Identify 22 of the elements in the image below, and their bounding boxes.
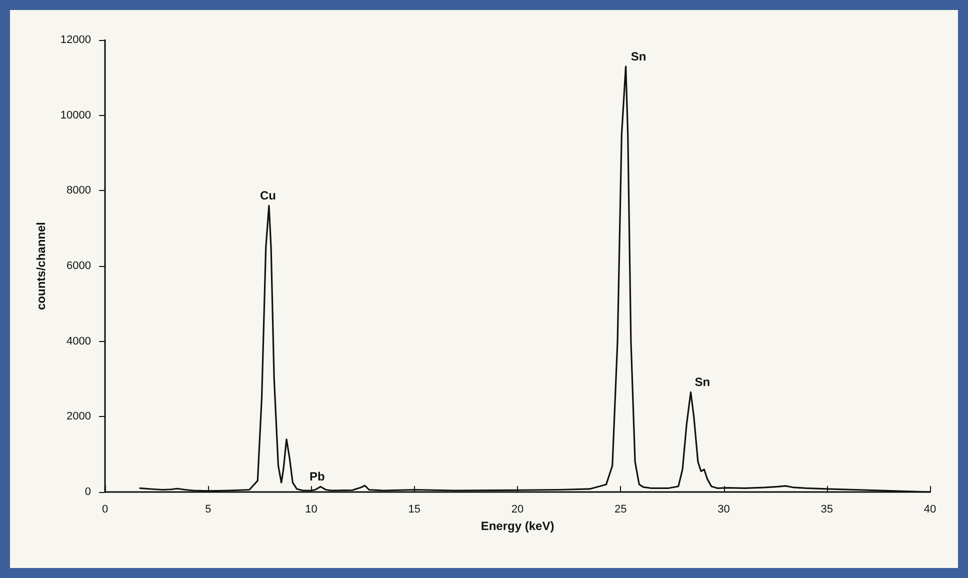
x-tick-label: 10 xyxy=(305,504,318,516)
x-tick-label: 0 xyxy=(102,504,108,516)
y-tick-label: 4000 xyxy=(66,335,91,348)
x-tick-label: 40 xyxy=(924,504,936,516)
annotation: Sn xyxy=(630,49,646,64)
x-tick-label: 5 xyxy=(205,504,212,516)
x-tick-label: 15 xyxy=(408,504,420,516)
x-tick-label: 25 xyxy=(614,504,627,516)
y-tick-label: 12000 xyxy=(60,34,91,46)
y-tick-label: 8000 xyxy=(66,184,91,197)
annotation: Cu xyxy=(260,188,276,203)
x-tick-label: 20 xyxy=(511,504,524,516)
y-tick-label: 10000 xyxy=(60,109,91,122)
y-tick-label: 0 xyxy=(84,486,91,498)
y-axis-title: counts/channel xyxy=(34,222,48,310)
annotation: Sn xyxy=(694,375,710,390)
y-tick-label: 2000 xyxy=(66,410,91,423)
x-tick-label: 35 xyxy=(820,504,833,516)
y-tick-label: 6000 xyxy=(66,260,91,272)
annotation: Pb xyxy=(310,470,325,484)
x-tick-label: 30 xyxy=(718,504,730,516)
x-axis-title: Energy (keV) xyxy=(480,518,554,533)
